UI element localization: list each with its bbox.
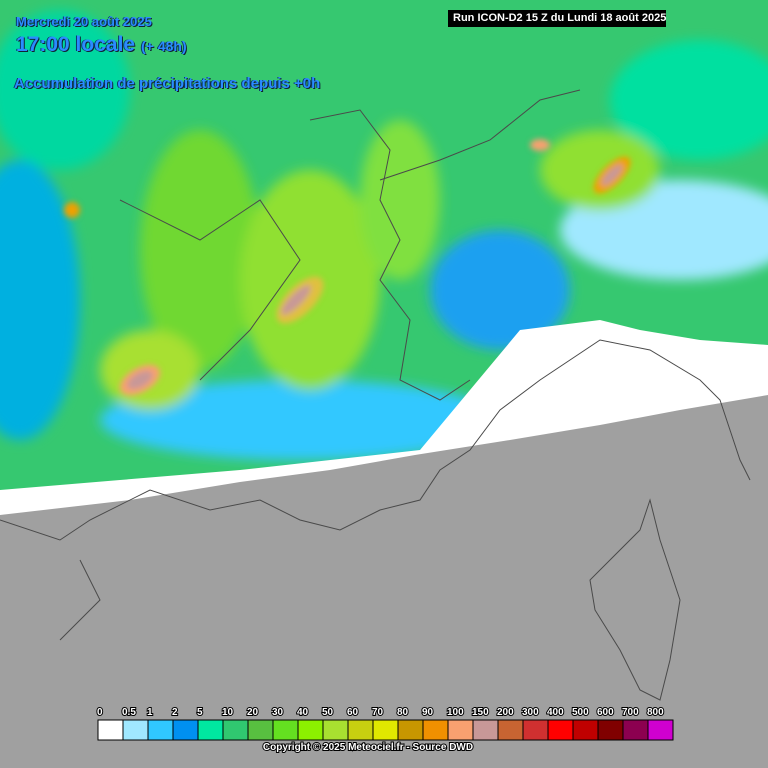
subtitle: Accumulation de précipitations depuis +0… bbox=[14, 75, 321, 92]
copyright: Copyright © 2025 Meteociel.fr - Source D… bbox=[263, 742, 473, 753]
legend-boxes bbox=[97, 719, 674, 741]
legend-swatch bbox=[422, 719, 449, 741]
legend-swatch bbox=[397, 719, 424, 741]
legend-swatch bbox=[147, 719, 174, 741]
forecast-time: 17:00 locale (+ 48h) bbox=[16, 33, 187, 57]
legend-label: 500 bbox=[572, 707, 589, 718]
legend-swatch bbox=[472, 719, 499, 741]
precip-field bbox=[0, 10, 768, 460]
legend-swatch bbox=[297, 719, 324, 741]
legend-label: 600 bbox=[597, 707, 614, 718]
legend-swatch bbox=[597, 719, 624, 741]
legend-swatch bbox=[522, 719, 549, 741]
legend-swatch bbox=[447, 719, 474, 741]
legend-label: 200 bbox=[497, 707, 514, 718]
lead-time: (+ 48h) bbox=[141, 38, 187, 54]
legend-label: 100 bbox=[447, 707, 464, 718]
legend-swatch bbox=[372, 719, 399, 741]
legend-swatch bbox=[222, 719, 249, 741]
legend-label: 5 bbox=[197, 707, 203, 718]
legend-label: 800 bbox=[647, 707, 664, 718]
legend-swatch bbox=[247, 719, 274, 741]
legend-label: 700 bbox=[622, 707, 639, 718]
legend-label: 90 bbox=[422, 707, 434, 718]
legend-label: 10 bbox=[222, 707, 234, 718]
legend-label: 30 bbox=[272, 707, 284, 718]
legend-swatch bbox=[172, 719, 199, 741]
sea bbox=[0, 395, 768, 768]
time: 17:00 locale bbox=[16, 33, 136, 56]
legend-labels: 0 0.5 1 2 5 10 20 30 40 50 60 70 80 90 100 150 200 300 400… bbox=[96, 706, 665, 719]
legend-label: 60 bbox=[347, 707, 359, 718]
legend-label: 80 bbox=[397, 707, 409, 718]
legend-label: 40 bbox=[297, 707, 309, 718]
forecast-date: Mercredi 20 août 2025 bbox=[16, 14, 152, 29]
legend-label: 20 bbox=[247, 707, 259, 718]
legend-swatch bbox=[347, 719, 374, 741]
run-info: Run ICON-D2 15 Z du Lundi 18 août 2025 bbox=[448, 10, 666, 27]
legend-label: 1 bbox=[147, 707, 153, 718]
legend-label: 0 bbox=[97, 707, 103, 718]
legend-label: 300 bbox=[522, 707, 539, 718]
legend-swatch bbox=[122, 719, 149, 741]
legend-swatch bbox=[572, 719, 599, 741]
legend-label: 150 bbox=[472, 707, 489, 718]
legend-swatch bbox=[622, 719, 649, 741]
legend-swatch bbox=[97, 719, 124, 741]
legend-swatch bbox=[647, 719, 674, 741]
legend-label: 2 bbox=[172, 707, 178, 718]
legend-label: 400 bbox=[547, 707, 564, 718]
legend-label: 50 bbox=[322, 707, 334, 718]
precip-cores bbox=[64, 139, 631, 396]
legend-label: 70 bbox=[372, 707, 384, 718]
legend-swatch bbox=[547, 719, 574, 741]
legend-swatch bbox=[322, 719, 349, 741]
borders bbox=[0, 89, 751, 701]
legend-swatch bbox=[497, 719, 524, 741]
legend-swatch bbox=[272, 719, 299, 741]
legend-swatch bbox=[197, 719, 224, 741]
legend-label: 0.5 bbox=[122, 707, 136, 718]
